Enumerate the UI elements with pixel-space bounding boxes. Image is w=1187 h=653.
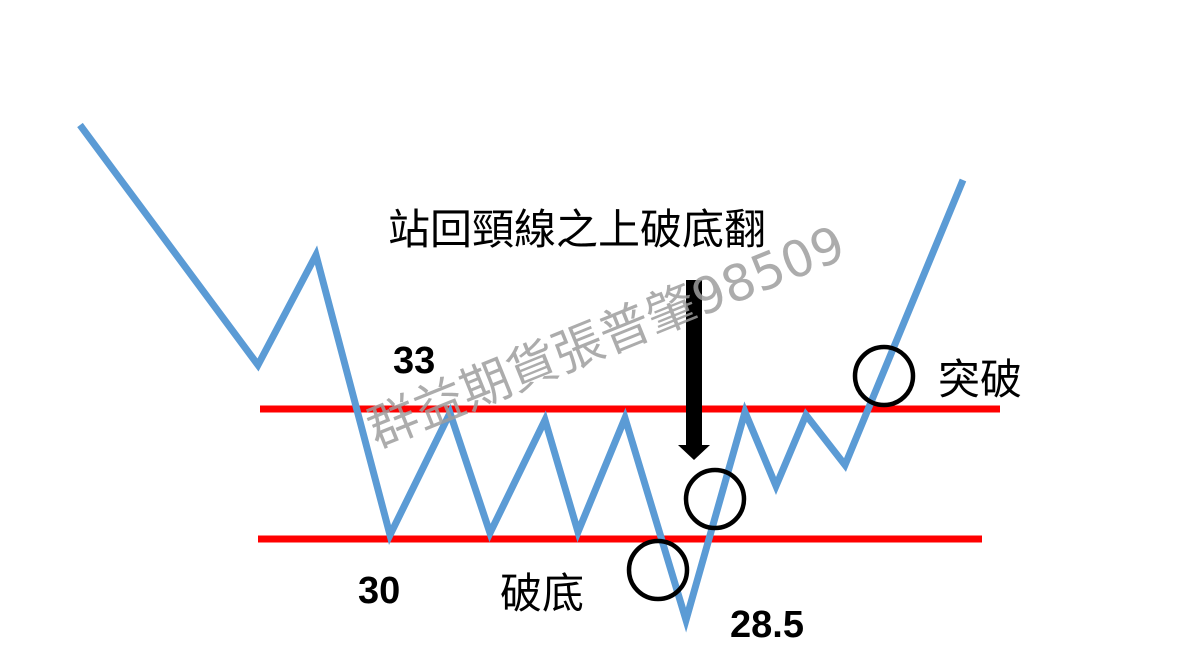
- breakdown-circle: [626, 538, 690, 602]
- arrow-shaft: [686, 280, 702, 448]
- reclaim-circle: [683, 467, 747, 531]
- breakout-label: 突破: [938, 355, 1023, 404]
- diagram-title: 站回頸線之上破底翻: [388, 205, 767, 254]
- arrow-head-icon: [678, 445, 710, 460]
- support-level-label: 30: [358, 570, 401, 612]
- resistance-level-label: 33: [393, 340, 436, 382]
- breakout-circle: [852, 344, 916, 408]
- breakdown-label: 破底: [500, 569, 585, 618]
- low-level-label: 28.5: [730, 604, 804, 646]
- price-line: [77, 122, 967, 633]
